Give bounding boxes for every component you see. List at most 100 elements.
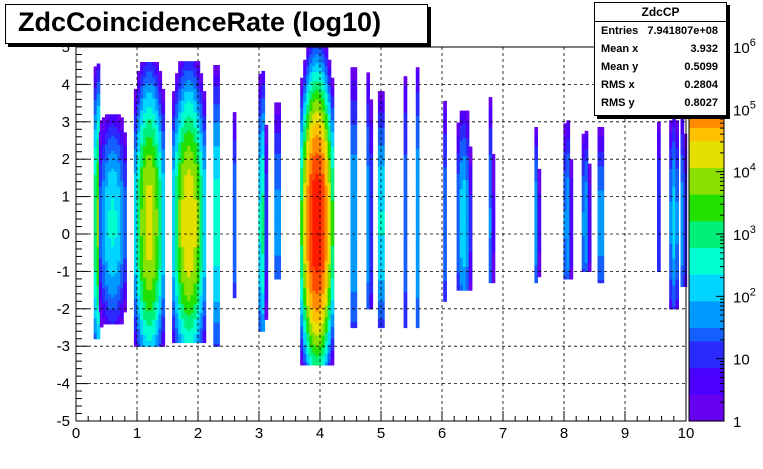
heatmap-cell <box>306 62 310 67</box>
heatmap-cell <box>330 221 335 225</box>
heatmap-cell <box>190 186 195 191</box>
heatmap-cell <box>175 85 179 89</box>
heatmap-cell <box>377 162 382 167</box>
heatmap-cell <box>350 315 355 320</box>
heatmap-cell <box>140 100 144 105</box>
heatmap-cell <box>108 177 112 181</box>
heatmap-cell <box>321 152 326 157</box>
heatmap-cell <box>199 85 204 89</box>
heatmap-cell <box>321 92 326 97</box>
heatmap-cell <box>140 202 144 207</box>
heatmap-cell <box>330 311 335 315</box>
heatmap-cell <box>190 162 195 167</box>
heatmap-cell <box>178 162 182 167</box>
heatmap-cell <box>146 65 150 69</box>
heatmap-cell <box>366 78 370 82</box>
heatmap-cell <box>350 168 355 173</box>
heatmap-cell <box>98 284 103 289</box>
heatmap-cell <box>199 282 204 287</box>
heatmap-cell <box>155 217 159 222</box>
heatmap-cell <box>216 196 220 201</box>
heatmap-cell <box>143 139 147 144</box>
heatmap-cell <box>161 154 166 159</box>
heatmap-cell <box>149 133 153 138</box>
heatmap-cell <box>199 315 204 320</box>
heatmap-cell <box>111 171 115 175</box>
heatmap-cell <box>315 323 319 327</box>
heatmap-cell <box>353 121 358 125</box>
heatmap-cell <box>120 287 124 292</box>
heatmap-cell <box>178 294 182 299</box>
heatmap-cell <box>98 201 103 205</box>
heatmap-cell <box>137 298 141 302</box>
heatmap-cell <box>161 112 166 117</box>
heatmap-cell <box>105 186 109 190</box>
heatmap-cell <box>327 242 332 246</box>
heatmap-cell <box>190 70 195 74</box>
heatmap-cell <box>108 249 112 253</box>
heatmap-cell <box>93 153 98 157</box>
heatmap-cell <box>133 184 138 189</box>
heatmap-cell <box>161 244 166 249</box>
heatmap-cell <box>181 213 185 218</box>
heatmap-cell <box>324 346 329 351</box>
heatmap-cell <box>120 299 124 304</box>
heatmap-cell <box>303 62 307 67</box>
heatmap-cell <box>101 198 106 202</box>
heatmap-cell <box>175 91 179 95</box>
heatmap-cell <box>369 150 374 154</box>
heatmap-cell <box>261 190 266 195</box>
heatmap-cell <box>155 328 159 332</box>
heatmap-cell <box>309 254 313 258</box>
heatmap-cell <box>105 252 109 256</box>
heatmap-cell <box>350 213 355 218</box>
heatmap-cell <box>366 210 370 214</box>
heatmap-cell <box>181 258 185 263</box>
heatmap-cell <box>381 252 385 257</box>
heatmap-cell <box>330 101 335 106</box>
heatmap-cell <box>366 87 370 91</box>
heatmap-cell <box>330 110 335 115</box>
heatmap-cell <box>309 56 313 61</box>
heatmap-cell <box>353 246 358 251</box>
heatmap-cell <box>143 235 147 240</box>
heatmap-cell <box>158 97 163 102</box>
heatmap-cell <box>133 193 138 198</box>
heatmap-cell <box>143 181 147 186</box>
heatmap-cell <box>216 289 220 293</box>
heatmap-cell <box>181 204 185 209</box>
heatmap-cell <box>318 164 323 168</box>
heatmap-cell <box>306 260 310 264</box>
heatmap-cell <box>158 121 163 126</box>
heatmap-cell <box>309 358 313 363</box>
heatmap-cell <box>146 160 150 165</box>
heatmap-cell <box>155 112 159 117</box>
heatmap-cell <box>369 240 374 244</box>
heatmap-cell <box>137 214 141 219</box>
heatmap-cell <box>140 136 144 141</box>
heatmap-cell <box>158 118 163 123</box>
heatmap-cell <box>264 253 269 257</box>
heatmap-cell <box>184 210 188 215</box>
heatmap-cell <box>309 239 313 243</box>
heatmap-cell <box>350 109 355 113</box>
heatmap-cell <box>350 174 355 179</box>
heatmap-cell <box>306 290 310 294</box>
heatmap-cell <box>114 126 118 130</box>
heatmap-cell <box>213 70 217 75</box>
heatmap-cell <box>178 171 182 176</box>
heatmap-cell <box>303 230 307 234</box>
heatmap-cell <box>327 101 332 106</box>
heatmap-cell <box>300 137 304 142</box>
heatmap-cell <box>353 148 358 152</box>
heatmap-cell <box>120 156 124 160</box>
heatmap-cell <box>149 214 153 219</box>
heatmap-cell <box>175 79 179 83</box>
heatmap-cell <box>300 239 304 243</box>
heatmap-cell <box>146 247 150 252</box>
heatmap-cell <box>366 123 370 127</box>
heatmap-cell <box>175 157 179 161</box>
heatmap-cell <box>193 180 197 185</box>
heatmap-cell <box>117 201 121 205</box>
heatmap-cell <box>155 232 159 237</box>
